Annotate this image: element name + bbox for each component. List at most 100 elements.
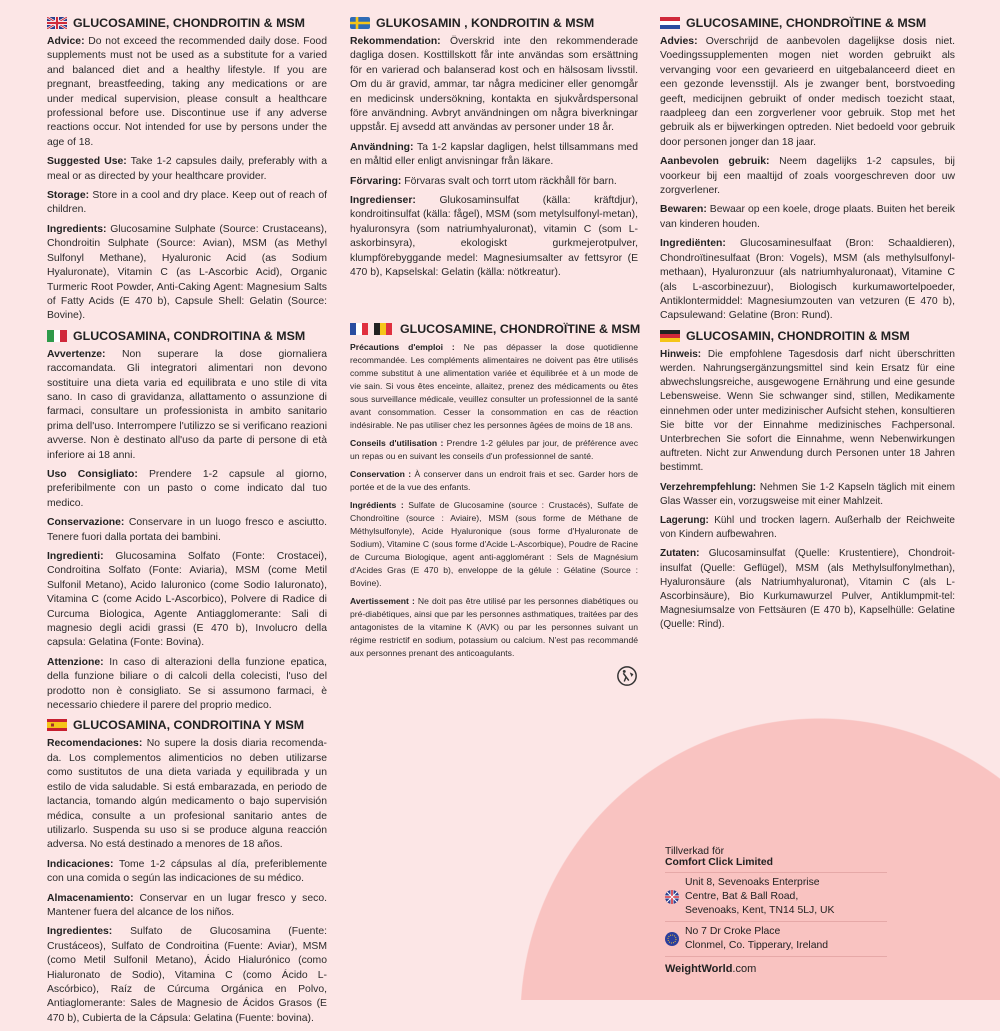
section-paragraph: Ingredientes: Sulfato de Glucosamina (Fu… (47, 925, 327, 1026)
column-right: GLUCOSAMINE, CHONDROÏTINE & MSM Advies: O… (660, 16, 955, 638)
netherlands-flag-icon (660, 17, 680, 29)
section-it: GLUCOSAMINA, CONDROITINA & MSM Avvertenze… (47, 329, 327, 719)
paragraph-text: Nehmen Sie 1-2 Kapseln täglich mit einem… (660, 481, 955, 507)
paragraph-text: Glucosaminesulfaat (Bron: Schaaldieren),… (660, 238, 955, 322)
section-paragraph: Avertissement : Ne doit pas être utilisé… (350, 595, 638, 660)
paragraph-text: Överskrid inte den rekommenderade daglig… (350, 36, 638, 134)
manufacturer-info: Tillverkad för Comfort Click Limited Uni… (665, 846, 887, 979)
paragraph-label: Recomendaciones: (47, 738, 143, 750)
section-nl: GLUCOSAMINE, CHONDROÏTINE & MSM Advies: O… (660, 16, 955, 329)
section-paragraph: Suggested Use: Take 1-2 capsules daily, … (47, 155, 327, 184)
section-title-text: GLUCOSAMINE, CHONDROÏTINE & MSM (400, 322, 641, 336)
paragraph-text: Bewaar op een koele, droge plaats. Buite… (660, 204, 955, 230)
paragraph-label: Attenzione: (47, 656, 104, 668)
paragraph-label: Uso Consigliato: (47, 468, 138, 480)
france-belgium-flag-icon (350, 323, 394, 335)
made-for-label: Tillverkad för (665, 846, 725, 857)
sweden-flag-icon (350, 17, 370, 29)
paragraph-text: Tome 1-2 cápsulas al día, preferiblement… (47, 858, 327, 885)
section-title: GLUKOSAMIN , KONDROITIN & MSM (350, 16, 638, 30)
paragraph-label: Förvaring: (350, 175, 402, 187)
paragraph-text: À conserver dans un endroit frais et sec… (350, 469, 638, 492)
section-title: GLUCOSAMINE, CHONDROITIN & MSM (47, 16, 327, 30)
section-paragraph: Lagerung: Kühl und trocken lagern. Außer… (660, 514, 955, 542)
paragraph-label: Ingrédients : (350, 500, 404, 510)
uk-address-line: Centre, Bat & Ball Road, (685, 891, 799, 902)
paragraph-label: Avertissement : (350, 596, 415, 606)
section-paragraph: Storage: Store in a cool and dry place. … (47, 189, 327, 218)
paragraph-label: Zutaten: (660, 548, 700, 560)
website-brand: WeightWorld (665, 963, 733, 975)
column-left: GLUCOSAMINE, CHONDROITIN & MSM Advice: Do… (47, 16, 327, 1031)
section-paragraph: Ingrediënten: Glucosaminesulfaat (Bron: … (660, 237, 955, 323)
section-paragraph: Conservation : À conserver dans un endro… (350, 468, 638, 494)
paragraph-label: Conservation : (350, 469, 412, 479)
section-paragraph: Précautions d'emploi : Ne pas dépasser l… (350, 341, 638, 432)
section-fr: GLUCOSAMINE, CHONDROÏTINE & MSM Précautio… (350, 322, 641, 687)
paragraph-text: Ne doit pas être utilisé par les personn… (350, 596, 638, 658)
paragraph-label: Advies: (660, 36, 698, 47)
paragraph-text: Store in a cool and dry place. Keep out … (47, 190, 327, 216)
section-title-text: GLUCOSAMINA, CONDROITINA & MSM (73, 328, 306, 343)
section-paragraph: Ingredients: Glucosamine Sulphate (Sourc… (47, 223, 327, 324)
eu-flag-icon (665, 932, 679, 946)
section-paragraph: Attenzione: In caso di alterazioni della… (47, 656, 327, 714)
section-title-text: GLUCOSAMINE, CHONDROITIN & MSM (73, 16, 305, 30)
section-title: GLUCOSAMINA, CONDROITINA & MSM (47, 329, 327, 343)
section-paragraph: Rekommendation: Överskrid inte den rekom… (350, 35, 638, 136)
paragraph-text: Ne pas dépasser la dose quotidienne reco… (350, 342, 638, 430)
section-paragraph: Indicaciones: Tome 1-2 cápsulas al día, … (47, 858, 327, 887)
eu-address-line: Clonmel, Co. Tipperary, Ireland (685, 940, 829, 951)
paragraph-label: Storage: (47, 190, 90, 202)
paragraph-text: Overschrijd de aanbevolen dagelijkse dos… (660, 36, 955, 148)
germany-flag-icon (660, 329, 680, 342)
paragraph-label: Aanbevolen gebruik: (660, 156, 770, 168)
section-paragraph: Recomendaciones: No supere la dosis diar… (47, 737, 327, 852)
section-paragraph: Zutaten: Glucosaminsulfat (Quelle: Krust… (660, 547, 955, 632)
italy-flag-icon (47, 329, 67, 342)
section-paragraph: Ingrédients : Sulfate de Glucosamine (so… (350, 499, 638, 590)
paragraph-text: Glucosaminsulfat (Quelle: Krustentiere),… (660, 548, 955, 631)
section-paragraph: Almacenamiento: Conservar en un lugar fr… (47, 892, 327, 921)
uk-address-line: Sevenoaks, Kent, TN14 5LJ, UK (685, 905, 835, 916)
section-paragraph: Ingredienti: Glucosamina Solfato (Fonte:… (47, 550, 327, 651)
paragraph-label: Verzehrempfehlung: (660, 481, 757, 493)
paragraph-label: Almacenamiento: (47, 892, 134, 904)
section-paragraph: Conseils d'utilisation : Prendre 1-2 gél… (350, 437, 638, 463)
paragraph-text: Förvaras svalt och torrt utom räckhåll f… (401, 175, 617, 187)
paragraph-text: Kühl und trocken lagern. Außerhalb der R… (660, 514, 955, 541)
paragraph-text: Take 1-2 capsules daily, preferably with… (47, 156, 327, 182)
paragraph-label: Lagerung: (660, 514, 709, 526)
section-title: GLUCOSAMIN, CHONDROITIN & MSM (660, 329, 955, 343)
company-name: Comfort Click Limited (665, 857, 773, 868)
section-es: GLUCOSAMINA, CONDROITINA Y MSM Recomendac… (47, 718, 327, 1031)
paragraph-label: Bewaren: (660, 204, 707, 216)
section-paragraph: Ingredienser: Glukosaminsulfat (källa: k… (350, 194, 638, 280)
section-title-text: GLUCOSAMINE, CHONDROÏTINE & MSM (686, 16, 927, 30)
spain-flag-icon (47, 719, 67, 732)
section-paragraph: Bewaren: Bewaar op een koele, droge plaa… (660, 203, 955, 232)
section-de: GLUCOSAMIN, CHONDROITIN & MSM Hinweis: Di… (660, 329, 955, 638)
paragraph-text: Conservare in un luogo fresco e asciutto… (47, 517, 327, 543)
paragraph-label: Ingredients: (47, 223, 107, 235)
paragraph-text: Glucosamina Solfato (Fonte: Crostacei), … (47, 551, 327, 649)
paragraph-label: Hinweis: (660, 348, 702, 360)
paragraph-label: Rekommendation: (350, 36, 441, 47)
section-en: GLUCOSAMINE, CHONDROITIN & MSM Advice: Do… (47, 16, 327, 329)
section-paragraph: Advice: Do not exceed the recommended da… (47, 35, 327, 150)
section-title: GLUCOSAMINE, CHONDROÏTINE & MSM (660, 16, 955, 30)
website[interactable]: WeightWorld.com (665, 956, 887, 979)
paragraph-text: Sulfate de Glucosamine (source : Crustac… (350, 500, 638, 588)
section-paragraph: Avvertenze: Non superare la dose giornal… (47, 348, 327, 463)
section-paragraph: Verzehrempfehlung: Nehmen Sie 1-2 Kapsel… (660, 481, 955, 509)
section-paragraph: Förvaring: Förvaras svalt och torrt utom… (350, 175, 638, 189)
paragraph-label: Ingredientes: (47, 926, 113, 938)
paragraph-label: Användning: (350, 141, 414, 153)
section-paragraph: Uso Consigliato: Prendere 1-2 capsule al… (47, 468, 327, 511)
paragraph-text: In caso di alterazioni della funzione ep… (47, 656, 327, 712)
paragraph-label: Conservazione: (47, 517, 125, 529)
section-title-text: GLUKOSAMIN , KONDROITIN & MSM (376, 16, 595, 30)
paragraph-text: Sulfato de Glucosamina (Fuente: Crustáce… (47, 926, 327, 1024)
paragraph-text: Do not exceed the recommended daily dose… (47, 36, 327, 148)
paragraph-text: Prendre 1-2 gélules par jour, de préfére… (350, 438, 638, 461)
